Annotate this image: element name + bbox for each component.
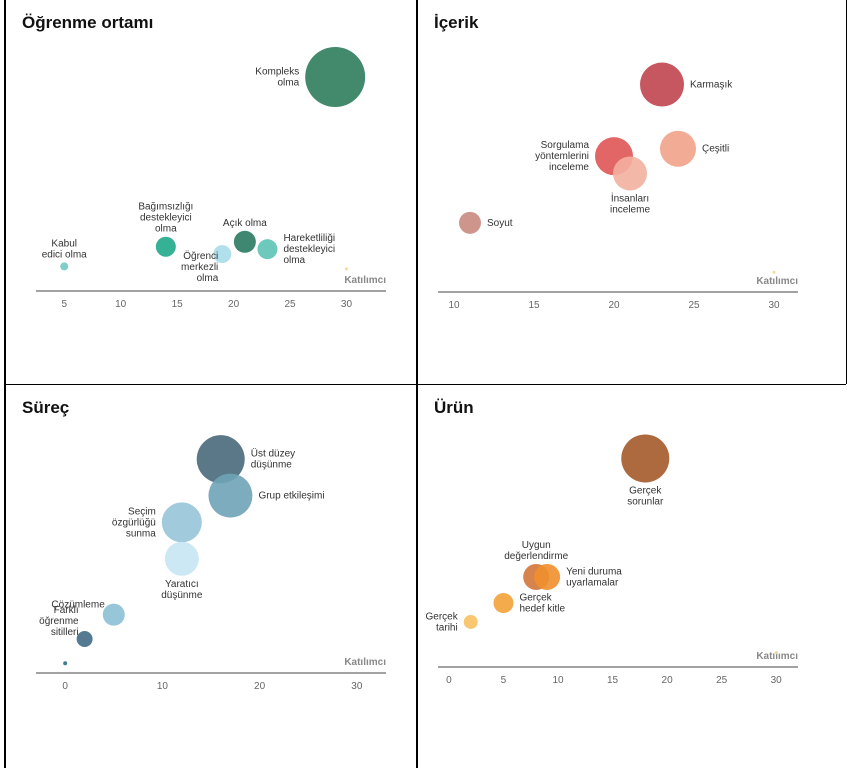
data-label: Kompleks olma (255, 66, 299, 88)
data-point (60, 262, 69, 271)
x-tick-label: 30 (771, 675, 783, 686)
x-tick-label: 25 (716, 675, 728, 686)
chart-svg-4: Ürün 0 5 10 15 20 25 30 Katılımcı Gerçek sorunlar U… (425, 398, 798, 686)
x-axis-label: Katılımcı (756, 276, 798, 287)
data-point (155, 236, 176, 257)
data-point (257, 239, 278, 260)
data-point (534, 563, 561, 590)
chart-svg-3: Süreç 0 10 20 30 Katılımcı Üst düzey düşünme Gru… (22, 398, 386, 692)
data-point (102, 603, 125, 626)
chart-title: Süreç (22, 398, 69, 417)
x-tick-label: 20 (608, 300, 620, 311)
chart-panel-1: Öğrenme ortamı 5 10 15 20 25 30 Katılımcı Komple… (6, 0, 416, 384)
data-point (344, 267, 348, 271)
x-tick-label: 30 (341, 299, 353, 310)
data-point (640, 62, 684, 107)
data-point (164, 541, 199, 576)
x-tick-label: 15 (607, 675, 619, 686)
data-label: Gerçek hedef kitle (519, 593, 565, 615)
data-label: Yeni duruma uyarlamalar (566, 566, 622, 588)
data-point (660, 130, 696, 167)
x-tick-label: 20 (228, 299, 240, 310)
data-label: Yaratıcı düşünme (161, 579, 203, 601)
x-tick-label: 5 (61, 299, 67, 310)
x-tick-label: 10 (552, 675, 564, 686)
x-axis-label: Katılımcı (344, 275, 386, 286)
chart-panel-4: Ürün 0 5 10 15 20 25 30 Katılımcı Gerçek sorunlar U… (418, 385, 846, 768)
data-point (463, 614, 478, 629)
data-point (613, 156, 647, 191)
x-tick-label: 15 (172, 299, 184, 310)
x-tick-label: 10 (157, 681, 169, 692)
data-point (621, 434, 670, 483)
data-label: Hareketliliği destekleyici olma (283, 233, 335, 266)
data-label: Sorgulama yöntemlerini inceleme (535, 140, 589, 173)
data-label: Öğrenci merkezli olma (181, 250, 219, 284)
data-point (208, 473, 253, 518)
data-point (76, 630, 93, 647)
data-label: Gerçek tarihi (425, 611, 458, 633)
data-label: İnsanları inceleme (610, 191, 650, 215)
x-tick-label: 30 (768, 300, 780, 311)
data-label: Üst düzey düşünme (251, 448, 295, 471)
chart-title: İçerik (434, 13, 479, 32)
x-axis-label: Katılımcı (344, 657, 386, 668)
data-label: Açık olma (223, 218, 267, 229)
data-label: Seçim özgürlüğü sunma (112, 506, 156, 539)
chart-title: Öğrenme ortamı (22, 13, 153, 32)
data-point (233, 230, 256, 253)
chart-panel-2: İçerik 10 15 20 25 30 Katılımcı Karmaşık Çeşitli… (418, 0, 846, 384)
x-tick-label: 25 (284, 299, 296, 310)
data-point (772, 270, 776, 274)
data-point (161, 502, 202, 543)
data-label: Grup etkileşimi (258, 491, 324, 502)
data-label: Karmaşık (690, 80, 733, 91)
data-label: Gerçek sorunlar (627, 485, 664, 507)
x-axis-label: Katılımcı (756, 651, 798, 662)
chart-svg-2: İçerik 10 15 20 25 30 Katılımcı Karmaşık Çeşitli… (434, 13, 798, 311)
data-point (213, 245, 232, 264)
data-label: Uygun değerlendirme (504, 540, 568, 562)
x-tick-label: 15 (528, 300, 540, 311)
x-tick-label: 0 (62, 681, 68, 692)
x-tick-label: 0 (446, 675, 452, 686)
x-tick-label: 25 (688, 300, 700, 311)
data-point (305, 46, 366, 107)
data-point (63, 661, 68, 666)
x-tick-label: 20 (662, 675, 674, 686)
chart-panel-3: Süreç 0 10 20 30 Katılımcı Üst düzey düşünme Gru… (6, 385, 416, 768)
x-tick-label: 20 (254, 681, 266, 692)
data-label: Kabul edici olma (42, 238, 87, 260)
data-point (459, 211, 481, 234)
data-label: Soyut (487, 218, 513, 229)
data-point (196, 435, 245, 484)
chart-svg-1: Öğrenme ortamı 5 10 15 20 25 30 Katılımcı Komple… (22, 13, 386, 310)
chart-title: Ürün (434, 398, 474, 417)
x-tick-label: 10 (115, 299, 127, 310)
data-label: Farklı öğrenme sitilleri (39, 605, 79, 638)
data-label: Çözümleme (51, 600, 105, 611)
data-label: Bağımsızlığı destekleyici olma (138, 202, 193, 235)
x-tick-label: 5 (501, 675, 507, 686)
x-tick-label: 30 (351, 681, 363, 692)
data-point (774, 651, 778, 655)
x-tick-label: 10 (448, 300, 460, 311)
data-label: Çeşitli (702, 144, 729, 155)
data-point (493, 593, 514, 614)
